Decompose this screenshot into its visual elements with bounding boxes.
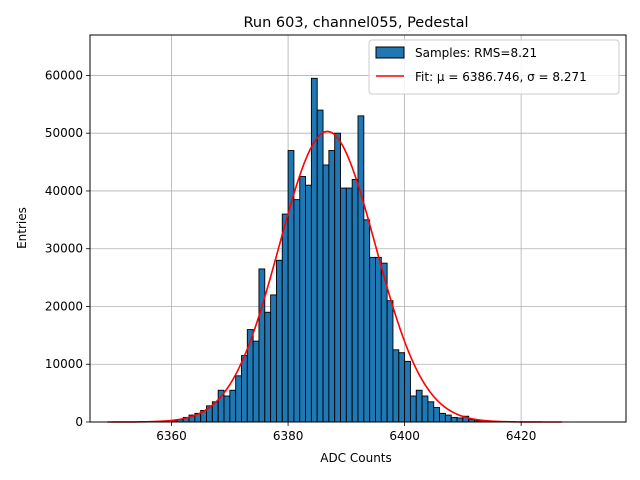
legend: Samples: RMS=8.21 Fit: μ = 6386.746, σ =… [368,39,620,95]
histogram-bar [351,178,359,423]
histogram-bar [223,395,231,423]
histogram-bar [421,395,429,423]
histogram-bar [369,256,376,423]
histogram-bar [229,389,237,423]
histogram-bar [427,401,435,423]
histogram-bar [456,417,464,423]
histogram-bar [281,213,289,423]
histogram-bar [241,355,248,423]
y-axis-ticks: 0 10000 20000 30000 40000 50000 60000 [45,68,90,429]
histogram-bar [287,150,295,423]
histogram-bar [334,132,341,423]
x-tick-label: 6360 [156,429,187,443]
y-tick-label: 10000 [45,357,83,371]
histogram-bar [345,187,353,423]
histogram-bar [386,300,394,423]
histogram-bars [171,77,487,423]
histogram-bar [450,416,458,423]
histogram-bar [322,164,330,423]
histogram-bar [439,412,446,423]
fit-curve [107,130,562,423]
y-tick-label: 30000 [45,242,83,256]
legend-histogram-swatch [375,46,405,59]
legend-box [368,39,620,95]
x-tick-label: 6380 [273,429,304,443]
histogram-bar [305,184,312,423]
histogram-bar [357,115,365,423]
histogram-bar [375,256,382,423]
y-tick-label: 60000 [45,68,83,82]
y-axis-label: Entries [15,207,29,249]
histogram-bar [270,294,277,423]
x-axis-ticks: 6360 6380 6400 6420 [156,422,536,443]
histogram-bar [293,199,301,423]
histogram-bar [404,360,411,423]
histogram-bar [316,109,324,423]
histogram-bar [310,77,318,423]
histogram-bar [363,219,371,423]
histogram-bar [299,176,307,423]
plot-frame [89,34,627,423]
y-tick-label: 50000 [45,126,83,140]
y-tick-label: 0 [75,415,83,429]
histogram-bar [433,407,441,423]
x-tick-label: 6400 [389,429,420,443]
y-tick-label: 20000 [45,299,83,313]
histogram-bar [252,340,260,423]
histogram-bar [340,187,347,423]
histogram-bar [398,352,406,423]
histogram-bar [275,259,283,423]
histogram-bar [258,268,266,423]
histogram-bar [264,311,272,423]
legend-fit-label: Fit: μ = 6386.746, σ = 8.271 [415,70,587,84]
histogram-bar [235,375,242,423]
histogram-bar [444,414,452,423]
histogram-bar [415,389,423,423]
chart-title: Run 603, channel055, Pedestal [243,15,468,31]
x-tick-label: 6420 [506,429,537,443]
y-tick-label: 40000 [45,184,83,198]
legend-histogram-label: Samples: RMS=8.21 [415,46,537,60]
histogram-bar [409,395,417,423]
x-axis-label: ADC Counts [320,451,392,465]
histogram-bar [328,150,336,423]
histogram-bar [392,349,400,423]
